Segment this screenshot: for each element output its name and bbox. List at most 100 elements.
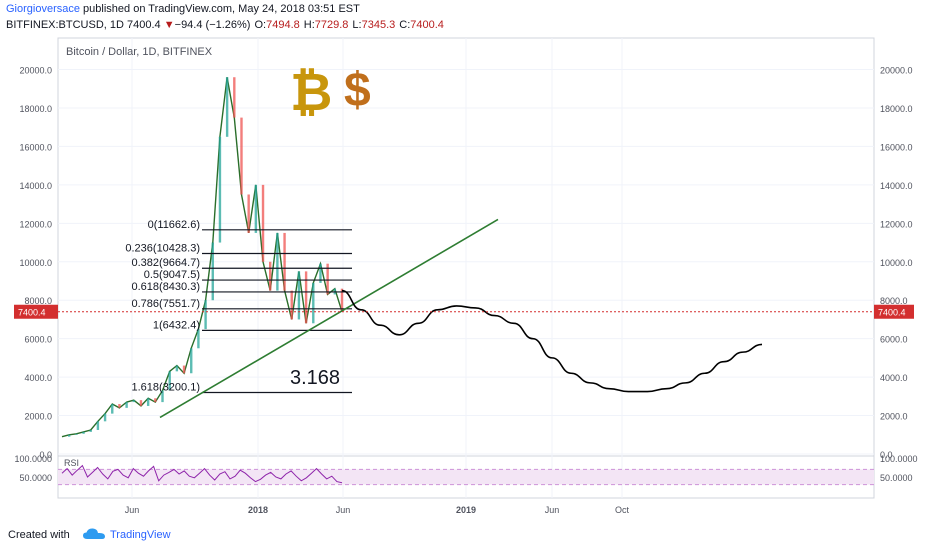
fibonacci-levels[interactable]: 0(11662.6) 0.236(10428.3) 0.382(9664.7)0.5…: [125, 219, 352, 394]
trendline[interactable]: [159, 218, 499, 419]
y-tick-label-left: 4000.0: [24, 373, 52, 383]
change-value: −94.4 (−1.26%): [174, 19, 251, 31]
tradingview-cloud-icon: [83, 528, 105, 539]
price-candle: [276, 232, 279, 291]
price-candle: [146, 398, 150, 406]
low-label: L:: [352, 19, 362, 31]
open-value: 7494.8: [266, 19, 300, 31]
high-label: H:: [303, 19, 315, 31]
tradingview-link[interactable]: TradingView: [110, 529, 171, 541]
rsi-tick-label: 50.0000: [880, 473, 913, 483]
publish-text: published on TradingView.com, May 24, 20…: [83, 3, 360, 15]
rsi-tick-label: 100.0000: [880, 454, 918, 464]
y-tick-label: 8000.0: [880, 296, 908, 306]
price-candle: [218, 136, 222, 243]
price-candle: [247, 194, 250, 233]
price-candle: [89, 429, 92, 432]
chart-title: Bitcoin / Dollar, 1D, BITFINEX: [66, 46, 213, 58]
price-candle: [139, 400, 143, 406]
trendline-line[interactable]: [159, 218, 499, 419]
last-price-tag-right-label: 7400.4: [878, 308, 906, 318]
price-candle: [168, 371, 171, 391]
fib-level-label: 1.618(3200.1): [132, 381, 201, 393]
price-candle: [233, 77, 236, 118]
footer: Created with TradingView: [0, 522, 932, 550]
created-with-label: Created with: [8, 529, 70, 541]
fib-level-label: 0.5(9047.5): [144, 269, 200, 281]
price-candle: [111, 404, 114, 414]
price-candle: [304, 271, 308, 324]
price-candle: [118, 404, 121, 408]
y-tick-label-left: 16000.0: [19, 142, 52, 152]
price-candle: [96, 421, 100, 430]
low-value: 7345.3: [361, 19, 396, 31]
y-tick-label: 14000.0: [880, 181, 913, 191]
fib-level-label: 0(11662.6): [148, 219, 200, 231]
price-candle: [326, 263, 329, 295]
price-candle: [240, 117, 243, 195]
rsi-band: [58, 469, 874, 485]
y-tick-label: 16000.0: [880, 142, 913, 152]
x-axis: Jun 2018 Jun 2019 Jun Oct: [125, 505, 630, 515]
price-candle: [319, 263, 322, 283]
bitcoin-icon: ₿: [290, 64, 332, 122]
price-candle: [297, 271, 301, 320]
y-tick-label: 4000.0: [880, 373, 908, 383]
projection-curve[interactable]: [341, 289, 763, 393]
symbol-label: BITFINEX:BTCUSD, 1D: [6, 19, 124, 31]
price-candle: [269, 261, 272, 291]
price-series: [61, 77, 344, 438]
y-tick-label-left: 10000.0: [19, 258, 52, 268]
projection-path[interactable]: [341, 289, 763, 393]
close-label: C:: [399, 19, 411, 31]
fib-level-label: 0.236(10428.3): [125, 243, 200, 255]
ratio-annotation: 3.168: [290, 367, 340, 389]
open-label: O:: [254, 19, 267, 31]
y-axis-left: 20000.0 18000.0 16000.0 14000.0 12000.0 10000…: [19, 66, 52, 460]
last-price-marker: 7400.4 7400.4: [14, 304, 914, 319]
y-tick-label: 6000.0: [880, 335, 908, 345]
price-candle: [154, 398, 157, 403]
price-candle: [312, 282, 315, 324]
y-tick-label-left: 0.0: [39, 450, 52, 460]
y-tick-label-left: 6000.0: [24, 335, 52, 345]
y-axis-right: 20000.0 18000.0 16000.0 14000.0 12000.0 10000…: [880, 66, 913, 460]
y-tick-label: 2000.0: [880, 412, 908, 422]
y-tick-label-left: 2000.0: [24, 412, 52, 422]
y-tick-label: 18000.0: [880, 104, 913, 114]
price-candle: [175, 365, 179, 372]
x-tick-label: Jun: [336, 505, 351, 515]
author-link[interactable]: Giorgioversace: [6, 3, 80, 15]
y-tick-label: 0.0: [880, 450, 893, 460]
price-candle: [290, 290, 293, 320]
x-tick-label: Jun: [125, 505, 140, 515]
rsi-tick-label-left: 50.0000: [19, 473, 52, 483]
y-tick-label-left: 18000.0: [19, 104, 52, 114]
last-price-tag-left-label: 7400.4: [18, 308, 46, 318]
last-price-tag-right: [874, 304, 914, 319]
price-line: [61, 77, 343, 438]
price-candle: [125, 402, 128, 408]
fib-level-label: 0.618(8430.3): [132, 281, 201, 293]
rsi-label: RSI: [64, 458, 79, 468]
rsi-line: [61, 464, 343, 484]
fib-level-label: 1(6432.4): [153, 319, 200, 331]
price-candle: [190, 348, 193, 374]
y-tick-label-left: 20000.0: [19, 66, 52, 76]
x-tick-label: 2018: [248, 505, 268, 515]
price-candle: [75, 433, 78, 435]
y-tick-label: 12000.0: [880, 219, 913, 229]
y-tick-label: 10000.0: [880, 258, 913, 268]
last-price-tag-left: [14, 304, 58, 319]
close-value: 7400.4: [410, 19, 444, 31]
dollar-icon: $: [344, 64, 371, 117]
change-down-icon: ▼: [163, 19, 175, 31]
price-candle: [132, 400, 135, 403]
price-candle: [261, 184, 265, 262]
price-candle: [67, 434, 71, 437]
price-candle: [197, 329, 200, 349]
price-candle: [225, 77, 229, 137]
chart-header: Giorgioversace published on TradingView.…: [0, 0, 932, 36]
price-chart[interactable]: Bitcoin / Dollar, 1D, BITFINEX 20000.0 18…: [0, 0, 932, 522]
x-tick-label: Jun: [545, 505, 560, 515]
